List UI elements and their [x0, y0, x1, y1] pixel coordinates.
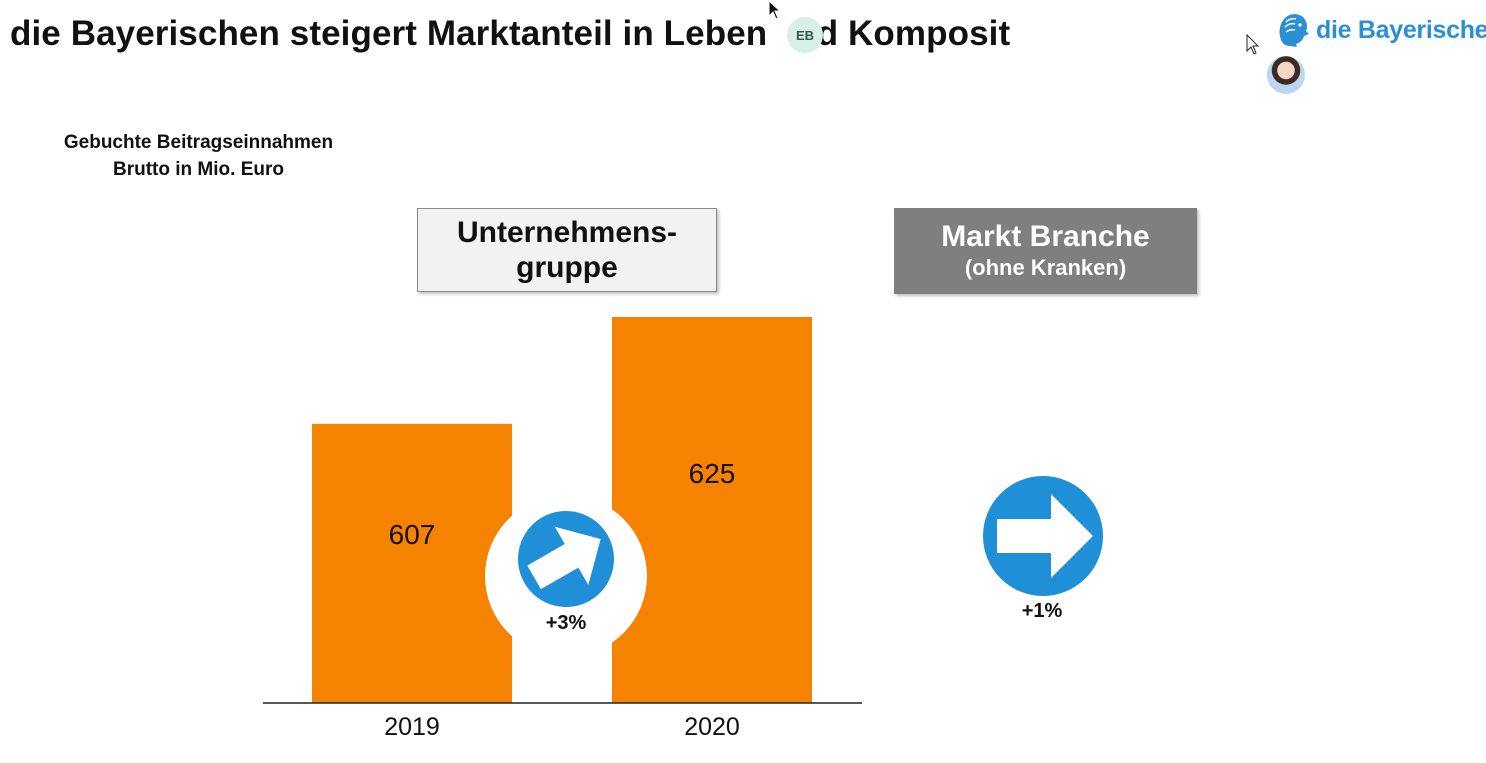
measure-label: Gebuchte Beitragseinnahmen Brutto in Mio…	[0, 129, 397, 183]
group-box-line-1: Unternehmens-	[456, 216, 678, 249]
market-box-line-1: Markt Branche	[941, 220, 1150, 253]
market-box: Markt Branche (ohne Kranken)	[894, 208, 1197, 294]
market-box-line-2: (ohne Kranken)	[964, 255, 1127, 280]
presenter-avatar[interactable]	[1267, 56, 1305, 94]
bar-2019	[312, 423, 512, 703]
logo-text: die Bayerische	[1316, 15, 1486, 44]
title-part-2: nd Komposit	[795, 14, 1011, 53]
group-box-line-2: gruppe	[516, 251, 618, 284]
group-growth-label: +3%	[546, 612, 587, 634]
measure-line-2: Brutto in Mio. Euro	[113, 159, 284, 180]
bar-value-label: 607	[389, 519, 436, 550]
bar-2020	[612, 317, 812, 703]
market-arrow-icon	[983, 476, 1103, 596]
presenter-initials: EB	[795, 27, 815, 43]
mouse-cursor-icon	[768, 0, 782, 20]
company-logo[interactable]: die Bayerische	[1276, 12, 1486, 48]
pointer-cursor-icon	[1246, 34, 1260, 55]
market-growth-label: +1%	[1022, 600, 1063, 622]
presenter-badge[interactable]: EB	[787, 17, 823, 53]
page-title: die Bayerischen steigert Marktanteil in …	[10, 14, 1010, 54]
group-box: Unternehmens- gruppe	[417, 208, 717, 292]
lion-head-icon	[1279, 14, 1309, 47]
title-part-1: die Bayerischen steigert Marktanteil in …	[10, 14, 768, 53]
x-tick-label: 2020	[684, 713, 740, 741]
bar-value-label: 625	[689, 458, 736, 489]
growth-arrow-icon	[518, 511, 614, 607]
measure-line-1: Gebuchte Beitragseinnahmen	[63, 132, 334, 153]
x-tick-label: 2019	[384, 713, 440, 741]
